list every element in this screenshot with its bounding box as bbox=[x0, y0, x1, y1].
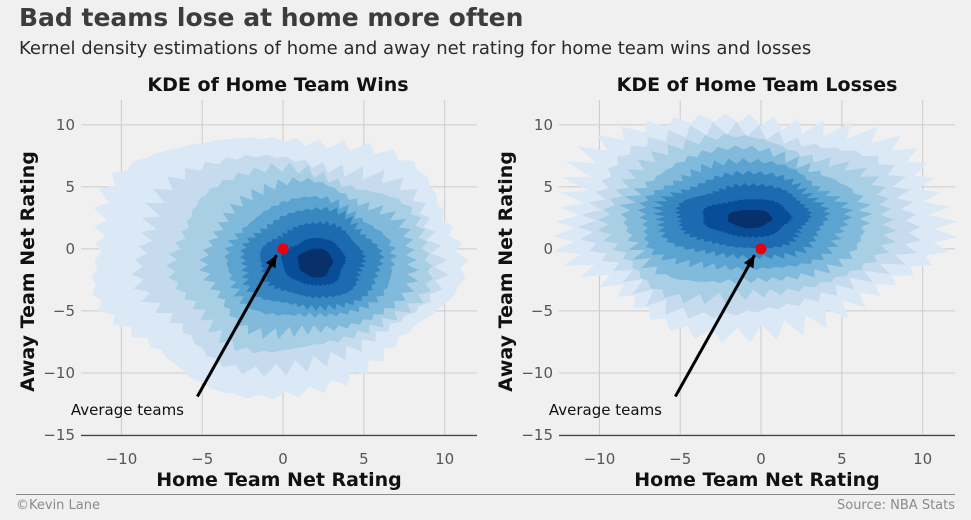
x-axis-label: Home Team Net Rating bbox=[634, 469, 879, 490]
y-tick-label: −5 bbox=[531, 302, 553, 320]
y-tick-label: 10 bbox=[56, 116, 75, 134]
y-axis-label: Away Team Net Rating bbox=[495, 151, 517, 392]
y-tick-label: 5 bbox=[65, 178, 75, 196]
annotation-label: Average teams bbox=[549, 401, 662, 419]
panel-title: KDE of Home Team Wins bbox=[147, 74, 408, 96]
x-tick-label: 0 bbox=[278, 450, 288, 468]
kde-panel-home-wins: −10 −5 0 5 10 −15 −10 −5 0 5 10 KDE of Home Team Wi… bbox=[17, 74, 477, 490]
density-level-9 bbox=[296, 247, 334, 278]
panel-title: KDE of Home Team Losses bbox=[617, 74, 898, 96]
x-tick-label: 10 bbox=[435, 450, 454, 468]
annotation-arrow-shaft bbox=[674, 254, 756, 398]
y-tick-label: −5 bbox=[53, 302, 75, 320]
y-tick-label: 0 bbox=[543, 240, 553, 258]
footer-credit: ©Kevin Lane bbox=[16, 498, 100, 513]
page-title: Bad teams lose at home more often bbox=[19, 3, 524, 32]
y-axis-label: Away Team Net Rating bbox=[17, 151, 39, 392]
x-axis-label: Home Team Net Rating bbox=[156, 469, 401, 490]
annotation-arrow-head bbox=[265, 255, 277, 269]
footer-divider bbox=[16, 494, 955, 495]
x-tick-label: 0 bbox=[756, 450, 766, 468]
page-subtitle: Kernel density estimations of home and a… bbox=[19, 38, 812, 59]
y-tick-label: −15 bbox=[521, 426, 553, 444]
kde-panel-home-losses: −10 −5 0 5 10 −15 −10 −5 0 5 10 KDE of Home Team Lo… bbox=[495, 74, 958, 490]
footer-source: Source: NBA Stats bbox=[836, 498, 955, 513]
x-tick-label: −10 bbox=[584, 450, 616, 468]
x-tick-label: −5 bbox=[669, 450, 691, 468]
annotation-label: Average teams bbox=[71, 401, 184, 419]
x-tick-label: 5 bbox=[837, 450, 847, 468]
annotation-arrow-head bbox=[743, 255, 755, 269]
y-tick-label: −10 bbox=[43, 364, 75, 382]
y-tick-label: −15 bbox=[43, 426, 75, 444]
y-tick-label: 5 bbox=[543, 178, 553, 196]
kde-figure: −10 −5 0 5 10 −15 −10 −5 0 5 10 KDE of Home Team Wi… bbox=[17, 74, 958, 490]
average-team-point bbox=[277, 243, 289, 255]
y-tick-label: 0 bbox=[65, 240, 75, 258]
annotation-arrow-shaft bbox=[196, 254, 278, 398]
x-tick-label: −5 bbox=[191, 450, 213, 468]
y-tick-label: −10 bbox=[521, 364, 553, 382]
density-level-9 bbox=[727, 209, 774, 229]
x-tick-label: 5 bbox=[359, 450, 369, 468]
average-team-point bbox=[755, 243, 767, 255]
y-tick-label: 10 bbox=[534, 116, 553, 134]
x-tick-label: −10 bbox=[106, 450, 138, 468]
x-tick-label: 10 bbox=[913, 450, 932, 468]
